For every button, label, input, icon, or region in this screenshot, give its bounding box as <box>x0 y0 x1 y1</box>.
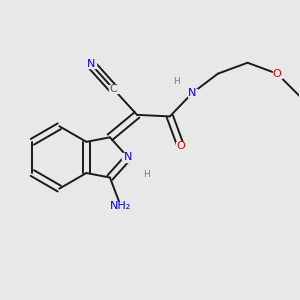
Bar <box>87 60 96 68</box>
Text: C: C <box>110 84 118 94</box>
Text: NH₂: NH₂ <box>110 201 131 211</box>
Bar <box>188 89 197 97</box>
Bar <box>176 142 185 150</box>
Text: N: N <box>87 59 95 69</box>
Bar <box>143 171 150 178</box>
Text: H: H <box>173 77 179 86</box>
Text: N: N <box>188 88 196 98</box>
Text: O: O <box>176 141 185 151</box>
Bar <box>122 153 134 162</box>
Bar <box>273 70 282 77</box>
Bar <box>109 85 118 93</box>
Text: O: O <box>273 69 282 79</box>
Text: N: N <box>124 152 132 162</box>
Bar <box>172 78 180 84</box>
Text: H: H <box>143 170 150 179</box>
Bar <box>114 202 128 211</box>
